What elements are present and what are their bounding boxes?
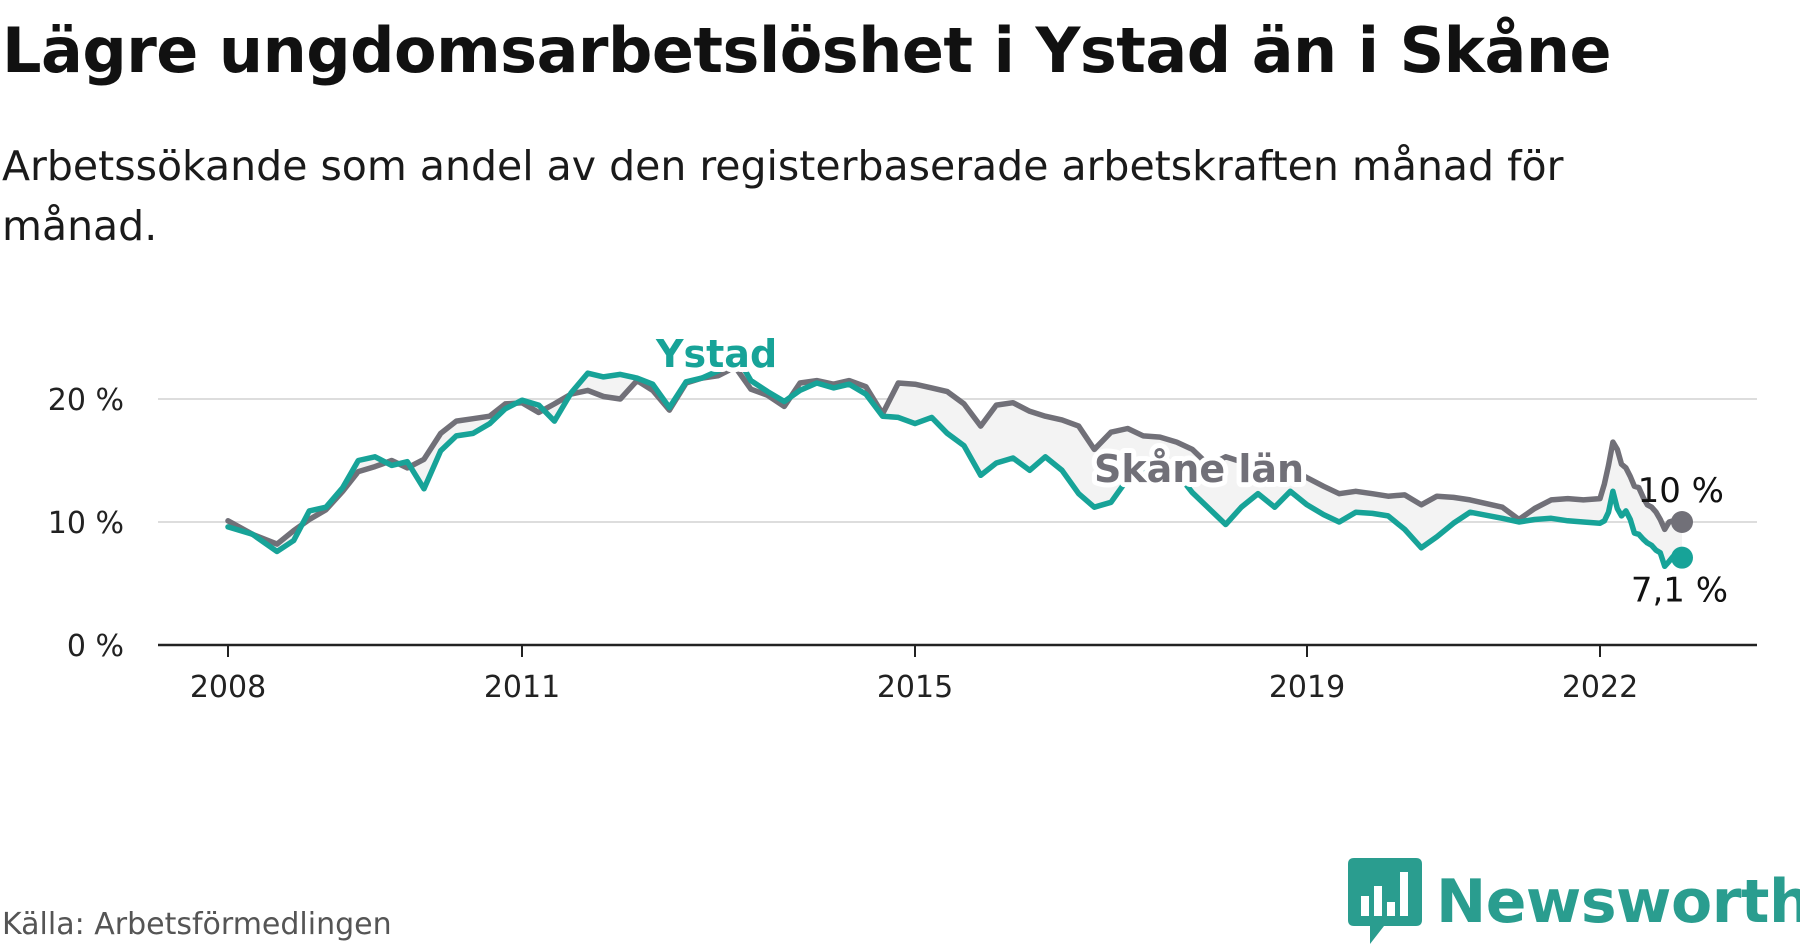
x-tick-label: 2011 xyxy=(484,670,560,705)
x-tick-label: 2015 xyxy=(877,670,953,705)
gap-area xyxy=(228,353,1682,567)
chart-subtitle: Arbetssökande som andel av den registerb… xyxy=(2,142,1564,250)
series-label-skane: Skåne län xyxy=(1094,447,1304,491)
brand-logo: Newsworthy xyxy=(1348,858,1800,946)
series-label-ystad: Ystad xyxy=(655,332,777,376)
series-labels: Ystad Skåne län 10 % 7,1 % xyxy=(650,327,1728,611)
chart-title: Lägre ungdomsarbetslöshet i Ystad än i S… xyxy=(2,14,1612,87)
end-value-ystad: 7,1 % xyxy=(1631,571,1728,611)
x-tick-label: 2019 xyxy=(1269,670,1345,705)
y-tick-label: 0 % xyxy=(67,629,124,664)
axes: 2008 2011 2015 2019 2022 xyxy=(158,643,1757,705)
newsworthy-logo-icon xyxy=(1348,858,1422,944)
source-note: Källa: Arbetsförmedlingen xyxy=(2,907,392,942)
series-line-skane-end-point xyxy=(1671,511,1693,533)
x-tick-label: 2022 xyxy=(1562,670,1638,705)
y-tick-label: 10 % xyxy=(48,506,124,541)
end-value-skane: 10 % xyxy=(1638,471,1724,511)
brand-name: Newsworthy xyxy=(1436,867,1800,937)
y-tick-label: 20 % xyxy=(48,383,124,418)
series-lines xyxy=(225,350,1693,570)
series-line-ystad xyxy=(225,350,1685,570)
x-tick-label: 2008 xyxy=(190,670,266,705)
series-line-ystad-end-point xyxy=(1671,546,1693,569)
gap-fill xyxy=(228,353,1682,567)
